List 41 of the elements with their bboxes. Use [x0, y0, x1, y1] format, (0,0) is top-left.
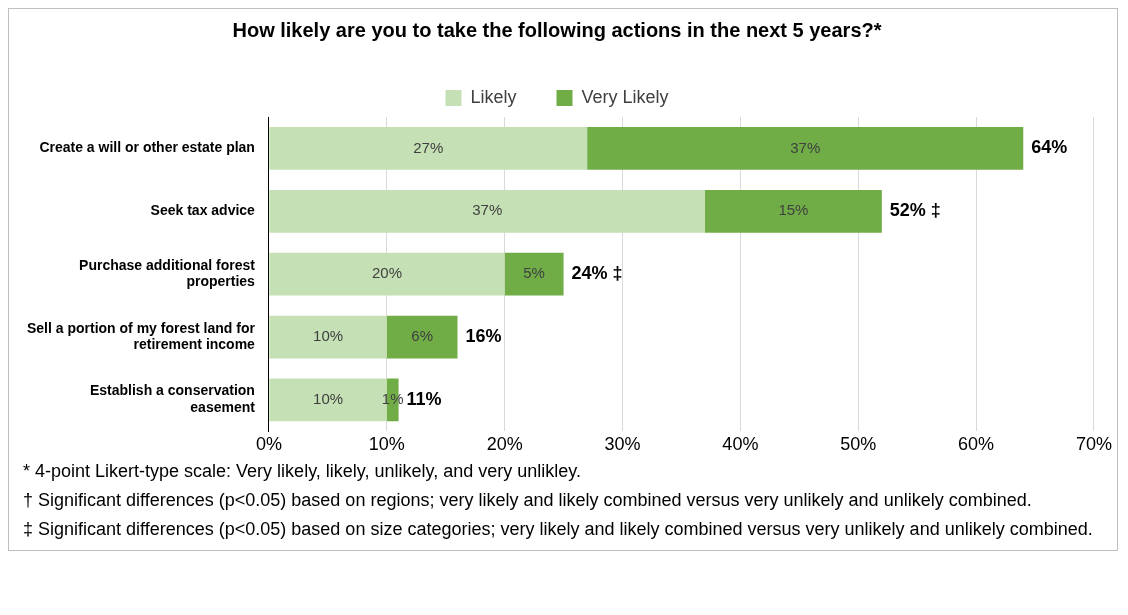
y-tick-label: Sell a portion of my forest land for retirement income: [26, 319, 256, 353]
x-tick-label: 20%: [486, 434, 523, 455]
data-label: 37%: [790, 138, 821, 156]
y-tick-label: Establish a conservation easement: [89, 382, 256, 416]
total-label: 64%: [1031, 137, 1068, 158]
x-tick-label: 10%: [368, 434, 405, 455]
data-label: 10%: [313, 390, 344, 408]
total-label: 16%: [465, 326, 502, 347]
bar: [269, 315, 387, 359]
chart-title: How likely are you to take the following actions in the next 5 years?*: [232, 18, 882, 41]
data-label: 15%: [778, 201, 809, 219]
text: ‡ Significant differences (p<0.05) based on size categories; very likely and likely combined versus very unlikely and unlikely combined.: [23, 518, 1094, 541]
legend-label: Very Likely: [581, 86, 669, 107]
data-label: 5%: [523, 264, 545, 282]
legend-label: Likely: [470, 86, 517, 107]
text: † Significant differences (p<0.05) based on regions; very likely and likely combined versus very unlikely and unlikely combined.: [23, 489, 1033, 512]
bar: [587, 127, 1024, 170]
bar: [386, 315, 458, 359]
y-tick-label: Create a will or other estate plan: [39, 139, 255, 156]
total-label: 52% ‡: [889, 200, 941, 221]
text: * 4-point Likert-type scale: Very likely, likely, unlikely, and very unlikley.: [23, 460, 582, 483]
x-tick-label: 70%: [1075, 434, 1112, 455]
data-label: 37%: [472, 201, 503, 219]
data-label: 27%: [413, 138, 444, 156]
bar: [504, 252, 564, 296]
y-tick-label: Purchase additional forest properties: [79, 256, 256, 290]
x-tick-label: 40%: [722, 434, 759, 455]
x-tick-label: 50%: [840, 434, 877, 455]
bar: [269, 252, 505, 296]
data-label: 6%: [411, 327, 433, 345]
data-label: 10%: [313, 327, 344, 345]
bar: [269, 127, 588, 170]
total-label: 11%: [406, 388, 442, 409]
x-tick-label: 60%: [958, 434, 995, 455]
x-tick-label: 30%: [604, 434, 641, 455]
y-tick-label: Seek tax advice: [150, 202, 256, 219]
bar: [705, 189, 882, 233]
total-label: 24% ‡: [571, 263, 623, 284]
x-tick-label: 0%: [255, 434, 282, 455]
data-label: 20%: [372, 264, 403, 282]
bar: [269, 189, 706, 233]
